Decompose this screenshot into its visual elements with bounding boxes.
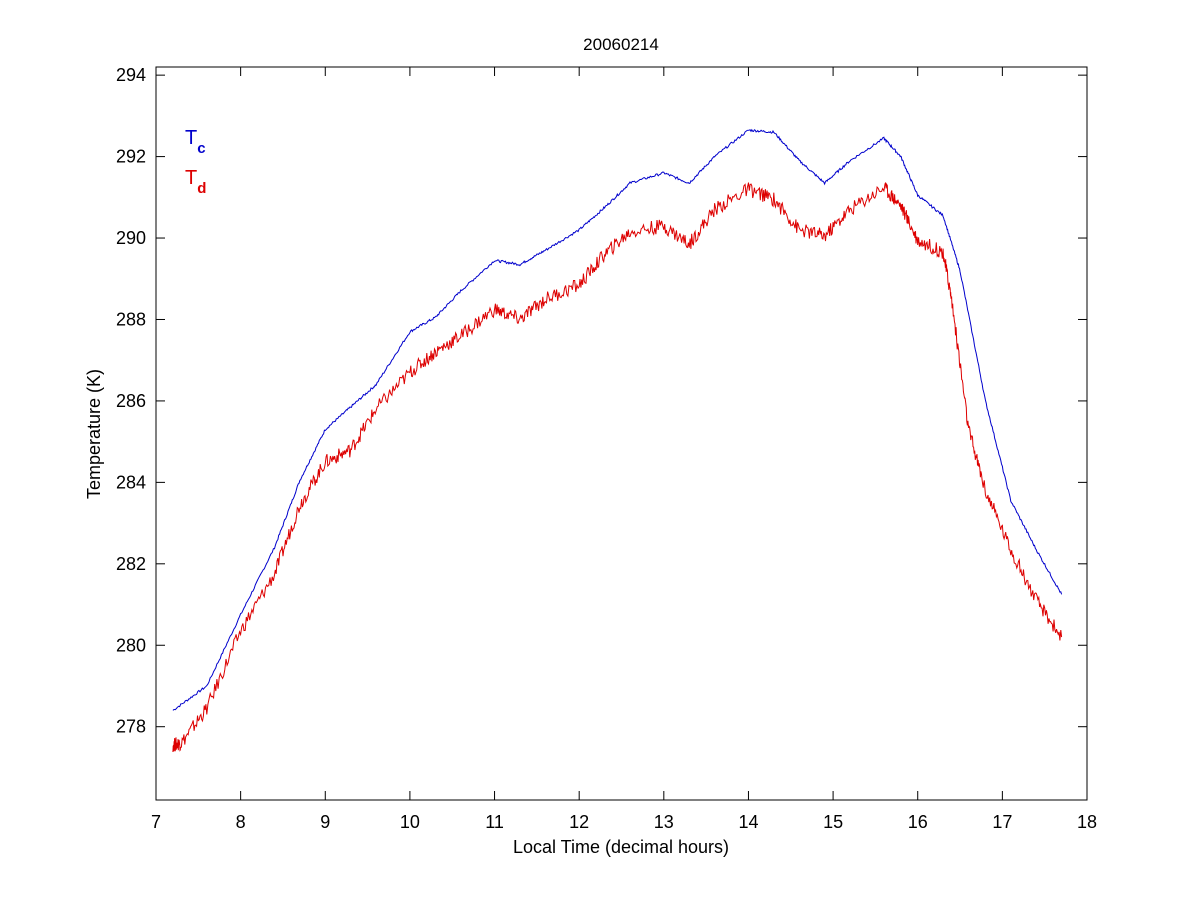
legend: Tc Td [185, 127, 206, 197]
x-tick-label: 11 [485, 812, 504, 832]
x-tick-label: 18 [1077, 812, 1097, 832]
legend-entry-Td: Td [185, 167, 206, 197]
x-tick-label: 13 [654, 812, 674, 832]
y-tick-label: 288 [116, 309, 146, 329]
plot-area [155, 66, 1088, 801]
x-tick-label: 10 [400, 812, 420, 832]
y-tick-label: 284 [116, 472, 146, 492]
y-tick-label: 278 [116, 717, 146, 737]
y-tick-label: 282 [116, 554, 146, 574]
x-tick-label: 17 [992, 812, 1012, 832]
y-tick-label: 290 [116, 228, 146, 248]
y-tick-label: 286 [116, 391, 146, 411]
series-line-Tc [172, 128, 1063, 711]
chart-title: 20060214 [583, 35, 659, 54]
x-tick-label: 7 [151, 812, 161, 832]
y-tick-label: 292 [116, 147, 146, 167]
series-line-Td [172, 182, 1063, 753]
x-axis-label: Local Time (decimal hours) [513, 837, 729, 857]
x-tick-label: 8 [236, 812, 246, 832]
x-tick-label: 14 [738, 812, 758, 832]
y-axis-label: Temperature (K) [84, 369, 104, 499]
legend-entry-Tc: Tc [185, 127, 206, 157]
x-tick-label: 12 [569, 812, 589, 832]
x-tick-label: 9 [320, 812, 330, 832]
y-tick-label: 294 [116, 65, 146, 85]
x-tick-label: 15 [823, 812, 843, 832]
x-tick-label: 16 [908, 812, 928, 832]
y-tick-label: 280 [116, 635, 146, 655]
